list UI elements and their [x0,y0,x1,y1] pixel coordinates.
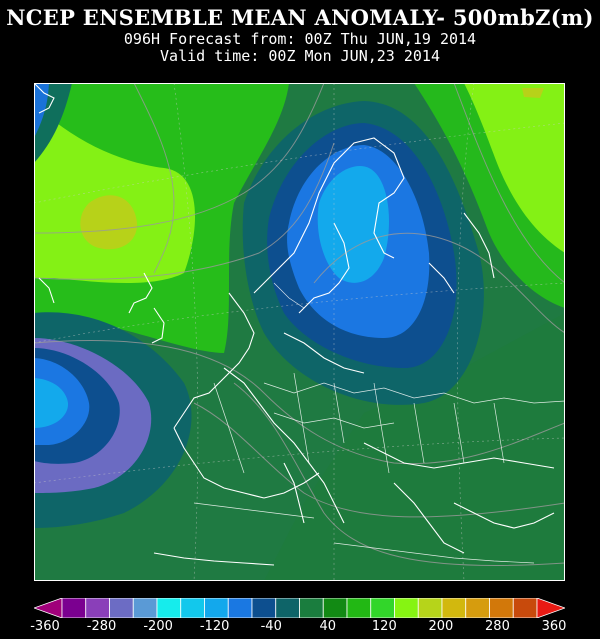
borders [193,282,565,564]
northeast-positive-core [464,83,565,253]
colorbar-segment [85,598,110,618]
colorbar-tick-label: 200 [428,619,454,634]
northeast-spot [522,88,544,98]
atlantic-positive-mid [34,103,196,283]
anomaly-map [34,83,565,581]
colorbar-segment [180,598,205,618]
colorbar-segment [417,598,443,618]
atlantic-positive-core [80,195,138,250]
colorbar-tick-label: -40 [260,619,282,634]
colorbar-segment [109,598,134,618]
colorbar-segment [489,598,514,618]
southwest-core [34,378,69,428]
height-contours [34,83,565,567]
coastlines [34,83,555,566]
colorbar-segment [299,598,324,618]
colorbar-segment [370,598,395,618]
scandinavia-core [317,166,389,283]
colorbar-segment [156,598,182,618]
colorbar-tick-label: -280 [86,619,117,634]
colorbar-tick-label: -200 [143,619,173,634]
colorbar-tick-label: 360 [541,619,567,634]
map-title: NCEP ENSEMBLE MEAN ANOMALY- 500mbZ(m) [6,5,594,30]
colorbar-segment [251,598,277,618]
colorbar-segment [441,598,467,618]
forecast-subtitle: 096H Forecast from: 00Z Thu JUN,19 2014 [123,30,477,48]
colorbar-tick-label: -120 [199,619,230,634]
atlantic-edge-low [34,83,49,138]
colorbar-segment [322,598,348,618]
colorbar-tick-label: 280 [485,619,510,634]
colorbar-left-arrow [34,598,63,618]
colorbar-segment [204,598,229,618]
colorbar-segment [465,598,490,618]
colorbar-segment [61,598,87,618]
colorbar-tick-label: -360 [30,619,60,634]
colorbar-segment [346,598,372,618]
colorbar-segment [227,598,253,618]
colorbar-segment [512,598,538,618]
valid-time-subtitle: Valid time: 00Z Mon JUN,23 2014 [160,47,440,65]
colorbar-segment [394,598,419,618]
colorbar-segment [275,598,300,618]
graticule [34,83,565,581]
colorbar-right-arrow [536,598,565,618]
map-frame [34,83,565,581]
colorbar [34,598,565,618]
colorbar-tick-label: 120 [371,619,397,634]
colorbar-segment [132,598,158,618]
colorbar-tick-label: 40 [319,619,337,634]
